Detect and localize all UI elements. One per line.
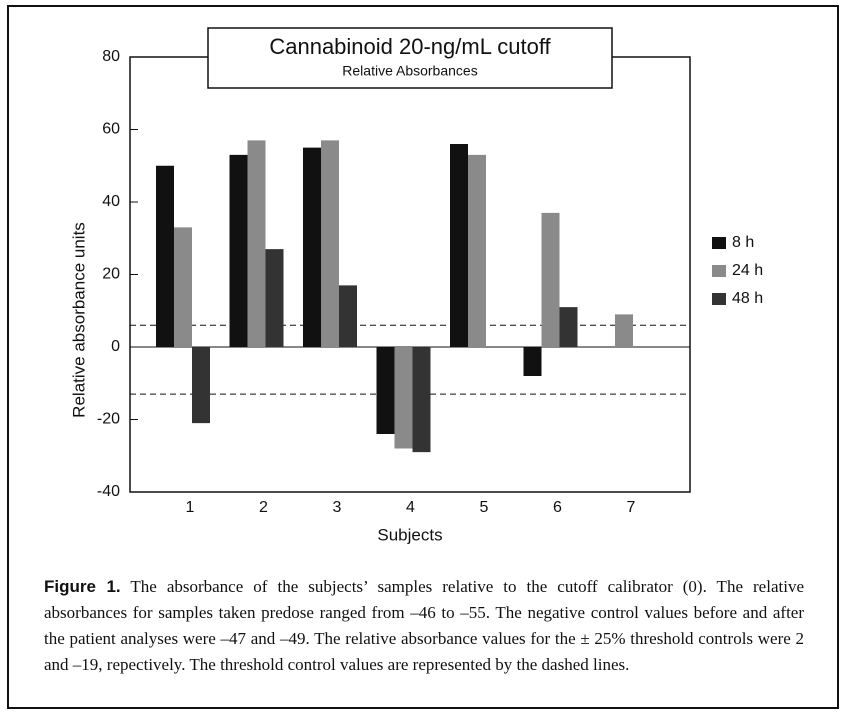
bar [339, 285, 357, 347]
bar [174, 227, 192, 347]
caption-label: Figure 1. [44, 577, 121, 596]
bar [265, 249, 284, 347]
bar [523, 347, 542, 376]
x-axis-label: Subjects [377, 525, 442, 544]
bar [156, 165, 174, 347]
chart-subtitle: Relative Absorbances [342, 63, 477, 79]
x-tick-label: 3 [333, 499, 342, 516]
legend-swatch [712, 237, 726, 249]
bar [394, 347, 413, 449]
bar [229, 154, 248, 347]
bar [376, 347, 395, 434]
y-tick-label: 60 [102, 121, 120, 138]
y-tick-label: 80 [102, 48, 120, 65]
chart-title: Cannabinoid 20-ng/mL cutoff [269, 34, 551, 59]
caption: Figure 1. The absorbance of the subjects… [44, 574, 804, 678]
y-tick-label: -40 [97, 483, 120, 500]
bar [247, 140, 266, 347]
bar [450, 144, 468, 347]
x-tick-label: 7 [627, 499, 636, 516]
bar [303, 147, 321, 347]
x-tick-label: 6 [553, 499, 562, 516]
y-tick-label: 20 [102, 266, 120, 283]
x-tick-label: 1 [186, 499, 195, 516]
legend-label: 24 h [732, 262, 763, 279]
legend-label: 48 h [732, 290, 763, 307]
bar [541, 212, 560, 347]
x-tick-label: 2 [259, 499, 268, 516]
x-tick-label: 5 [480, 499, 489, 516]
bar [615, 314, 633, 347]
title-box [207, 27, 613, 89]
bar [412, 347, 431, 453]
x-tick-label: 4 [406, 499, 415, 516]
caption-text: The absorbance of the subjects’ samples … [44, 577, 804, 674]
y-axis-label: Relative absorbance units [69, 222, 88, 418]
legend-swatch [712, 293, 726, 305]
figure-frame [7, 5, 839, 709]
bar [192, 347, 210, 424]
bar [559, 307, 578, 347]
legend-label: 8 h [732, 234, 754, 251]
y-tick-label: 0 [111, 338, 120, 355]
legend-swatch [712, 265, 726, 277]
bar [321, 140, 339, 347]
y-tick-label: -20 [97, 411, 120, 428]
bar [468, 154, 486, 347]
y-tick-label: 40 [102, 193, 120, 210]
